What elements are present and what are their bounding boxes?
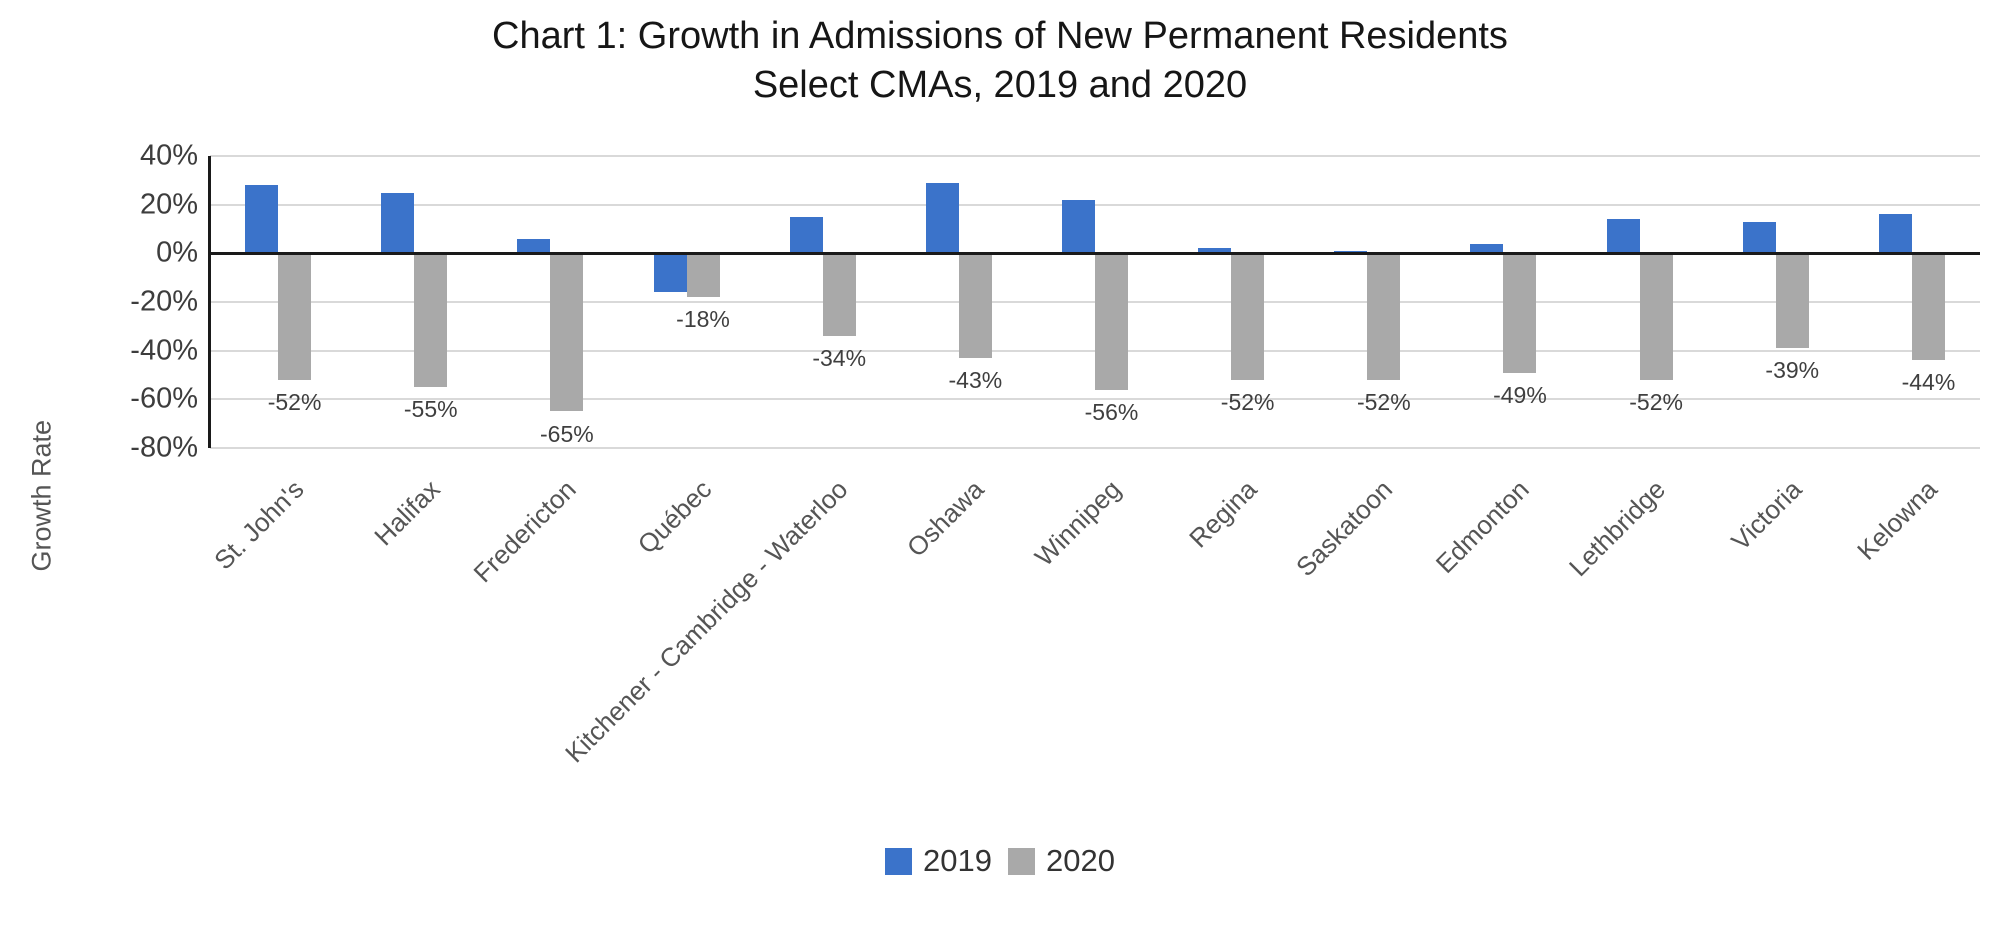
bar-2019-4 — [789, 216, 823, 254]
bar-2020-10 — [1639, 253, 1673, 380]
data-label-2020-8: -52% — [1356, 388, 1411, 415]
legend: 2019 2020 — [0, 843, 2000, 879]
y-axis-title: Growth Rate — [26, 419, 57, 572]
bar-2020-2 — [550, 253, 584, 412]
x-axis-label-4: Kitchener - Cambridge - Waterloo — [559, 474, 854, 769]
x-axis-label-9: Edmonton — [1429, 474, 1535, 580]
bar-2019-3 — [653, 253, 687, 293]
y-tick-label: -80% — [130, 431, 198, 464]
legend-item-2020: 2020 — [1008, 843, 1115, 879]
data-label-2020-11: -39% — [1765, 357, 1820, 384]
bar-2019-10 — [1606, 219, 1640, 254]
x-axis-label-7: Regina — [1182, 474, 1263, 554]
y-tick-label: 0% — [156, 236, 198, 269]
bar-2019-0 — [245, 185, 279, 254]
bar-2020-4 — [822, 253, 856, 337]
data-label-2020-6: -56% — [1084, 398, 1139, 425]
y-axis-line — [208, 156, 211, 448]
data-label-2020-2: -65% — [540, 420, 594, 447]
bar-2020-3 — [686, 253, 720, 298]
legend-swatch-2019 — [885, 847, 913, 875]
y-tick-label: 40% — [139, 139, 198, 172]
legend-swatch-2020 — [1008, 847, 1035, 875]
bar-2019-11 — [1742, 221, 1776, 254]
bar-2020-1 — [414, 253, 448, 388]
bar-2019-9 — [1470, 243, 1504, 254]
bar-2019-5 — [925, 182, 959, 254]
x-axis-label-8: Saskatoon — [1290, 474, 1399, 583]
x-axis-label-2: Fredericton — [467, 474, 582, 589]
bar-2020-8 — [1367, 253, 1401, 380]
chart-title: Chart 1: Growth in Admissions of New Per… — [0, 12, 2000, 109]
bar-2020-12 — [1911, 253, 1945, 361]
data-label-2020-12: -44% — [1901, 369, 1956, 396]
data-label-2020-10: -52% — [1629, 388, 1683, 415]
x-axis-label-12: Kelowna — [1851, 474, 1944, 566]
x-axis-label-11: Victoria — [1724, 474, 1807, 557]
x-axis-label-1: Halifax — [368, 474, 446, 552]
bar-2020-5 — [958, 253, 992, 358]
gridline — [210, 203, 1980, 206]
chart-title-line1: Chart 1: Growth in Admissions of New Per… — [492, 15, 1508, 57]
x-axis-label-6: Winnipeg — [1028, 474, 1127, 572]
legend-label-2019: 2019 — [923, 843, 992, 878]
legend-label-2020: 2020 — [1046, 843, 1115, 878]
chart-title-line2: Select CMAs, 2019 and 2020 — [752, 63, 1248, 106]
data-label-2020-3: -18% — [676, 306, 730, 333]
bar-2020-11 — [1775, 253, 1809, 349]
bar-2019-1 — [381, 192, 415, 254]
x-axis-label-5: Oshawa — [901, 474, 991, 563]
data-label-2020-4: -34% — [812, 345, 867, 372]
y-tick-label: -20% — [130, 285, 198, 318]
data-label-2020-1: -55% — [403, 396, 458, 423]
bar-2020-7 — [1231, 253, 1265, 380]
data-label-2020-0: -52% — [267, 388, 322, 415]
bar-2019-7 — [1198, 248, 1232, 254]
bar-2019-2 — [517, 238, 551, 254]
x-axis-label-3: Québec — [632, 474, 718, 560]
bar-2019-12 — [1878, 214, 1912, 254]
y-tick-label: 20% — [139, 188, 198, 221]
data-label-2020-9: -49% — [1493, 381, 1547, 408]
bar-2020-0 — [278, 253, 312, 380]
x-axis-zero-line — [210, 251, 1980, 255]
bar-2019-6 — [1062, 199, 1095, 254]
x-axis-label-10: Lethbridge — [1562, 474, 1671, 583]
x-axis-label-0: St. John's — [207, 474, 310, 576]
gridline — [210, 447, 1980, 449]
data-label-2020-5: -43% — [948, 366, 1003, 393]
gridline — [210, 398, 1980, 401]
y-tick-label: -60% — [130, 382, 198, 415]
bar-2020-6 — [1095, 253, 1128, 390]
y-tick-label: -40% — [130, 334, 198, 367]
gridline — [210, 155, 1980, 157]
legend-item-2019: 2019 — [885, 843, 992, 879]
data-label-2020-7: -52% — [1220, 388, 1275, 415]
bar-2020-9 — [1503, 253, 1537, 373]
